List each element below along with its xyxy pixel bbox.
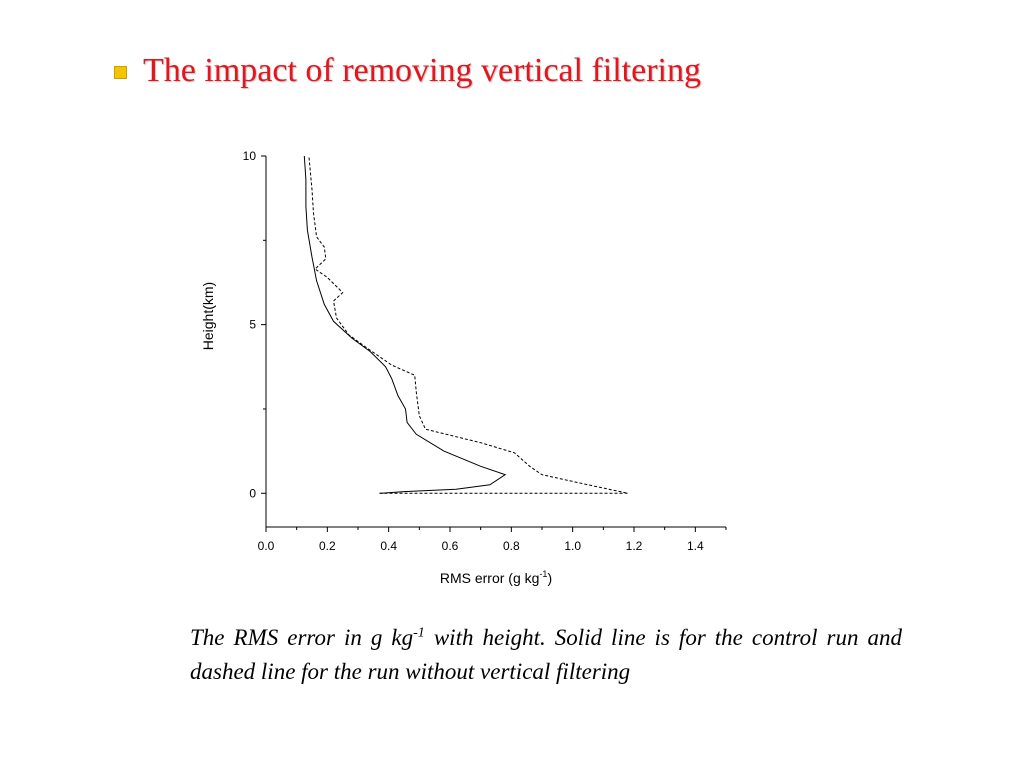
y-tick-label: 5 xyxy=(249,318,256,332)
title-text: The impact of removing vertical filterin… xyxy=(143,52,701,89)
series-line-dashed xyxy=(308,155,629,494)
chart-axes: 0.0 0.2 0.4 0.6 0.8 1.0 1.2 1.4 0 5 10 xyxy=(243,149,727,553)
y-tick-label: 0 xyxy=(249,486,256,500)
x-tick-label: 0.6 xyxy=(442,539,459,553)
x-tick-label: 1.0 xyxy=(564,539,581,553)
chart-series xyxy=(303,155,629,494)
slide-title: The impact of removing vertical filterin… xyxy=(114,52,701,90)
square-bullet-icon xyxy=(114,65,127,79)
x-tick-label: 0.0 xyxy=(258,539,275,553)
chart-labels: Height(km) RMS error (g kg-1) xyxy=(200,282,552,586)
series-line-solid xyxy=(303,155,507,494)
y-tick-label: 10 xyxy=(243,149,257,163)
figure-caption: The RMS error in g kg-1 with height. Sol… xyxy=(190,625,902,684)
x-tick-label: 0.2 xyxy=(319,539,336,553)
x-tick-label: 0.4 xyxy=(380,539,397,553)
x-tick-label: 0.8 xyxy=(503,539,520,553)
y-axis-title: Height(km) xyxy=(200,282,216,350)
x-axis-title: RMS error (g kg-1) xyxy=(440,569,552,586)
x-tick-label: 1.4 xyxy=(687,539,704,553)
x-tick-label: 1.2 xyxy=(626,539,643,553)
rms-error-chart: 0.0 0.2 0.4 0.6 0.8 1.0 1.2 1.4 0 5 10 Height(km) … xyxy=(200,149,727,586)
